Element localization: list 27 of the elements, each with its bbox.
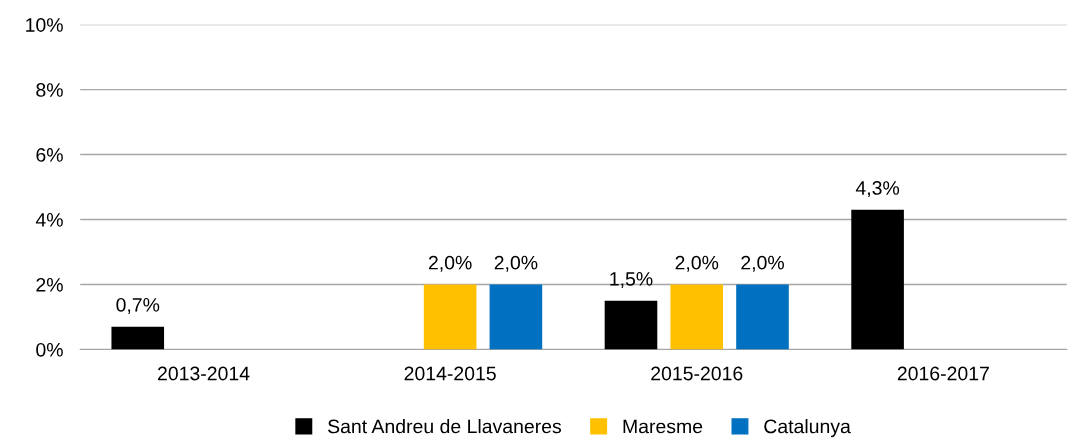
- data-label: 2,0%: [675, 255, 719, 272]
- data-label: 4,3%: [855, 181, 900, 198]
- bar: [736, 284, 789, 350]
- data-label: 2,0%: [428, 255, 472, 272]
- y-tick-label: 6%: [36, 148, 63, 162]
- y-tick-label: 2%: [36, 277, 63, 292]
- data-label: 2,0%: [494, 255, 538, 272]
- data-label: 0,7%: [116, 297, 160, 315]
- y-tick-label: 10%: [26, 18, 63, 32]
- legend-label: Catalunya: [764, 419, 851, 438]
- legend-label: Maresme: [623, 419, 703, 434]
- x-tick-label: 2015-2016: [651, 366, 743, 381]
- y-tick-label: 4%: [35, 213, 63, 227]
- x-tick-label: 2016-2017: [897, 366, 989, 381]
- bar: [851, 209, 904, 350]
- x-tick-label: 2014-2015: [404, 366, 496, 381]
- data-label: 2,0%: [741, 255, 784, 272]
- y-tick-label: 8%: [36, 83, 63, 97]
- bar: [604, 300, 658, 350]
- bar: [670, 284, 724, 350]
- bar: [423, 284, 477, 350]
- legend-label: Sant Andreu de Llavaneres: [328, 419, 562, 434]
- x-tick-label: 2013-2014: [158, 366, 250, 381]
- bar: [489, 284, 543, 350]
- y-tick-label: 0%: [36, 342, 63, 357]
- data-label: 1,5%: [610, 272, 653, 289]
- bar: [111, 326, 165, 350]
